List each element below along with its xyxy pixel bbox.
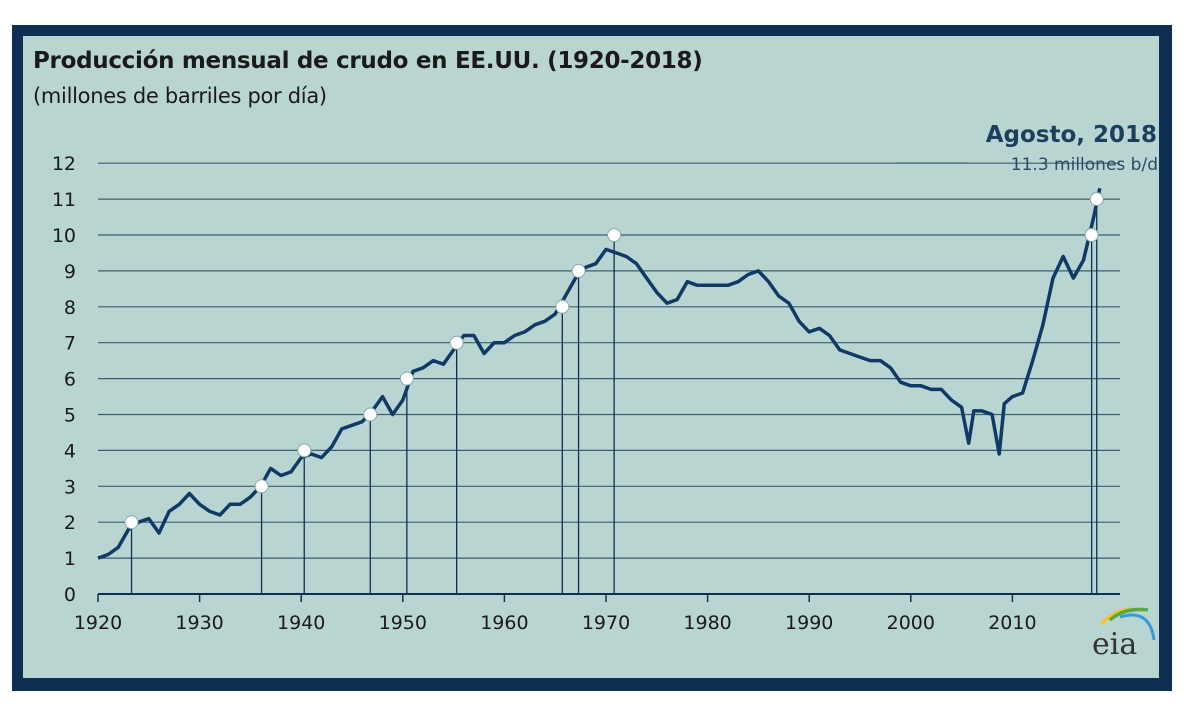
milestone-point <box>607 228 622 242</box>
eia-logo: eia <box>1092 607 1156 662</box>
y-tick-label: 9 <box>64 261 76 283</box>
milestone-point <box>124 515 139 530</box>
milestone-point <box>1089 192 1104 207</box>
milestone-point <box>297 443 312 458</box>
x-tick-label: 1940 <box>277 612 325 634</box>
x-tick-label: 1970 <box>582 612 630 634</box>
y-tick-label: 3 <box>64 476 76 498</box>
milestone-point <box>363 407 378 422</box>
chart-frame <box>12 25 1172 691</box>
milestone-point <box>1084 228 1099 242</box>
x-tick-label: 1930 <box>175 612 223 634</box>
y-tick-label: 11 <box>52 189 76 211</box>
chart-panel <box>23 36 1159 678</box>
production-line <box>97 187 1102 560</box>
y-tick-label: 8 <box>64 297 76 319</box>
milestone-point <box>254 479 269 494</box>
x-tick-label: 1960 <box>480 612 528 634</box>
y-tick-label: 4 <box>64 440 76 462</box>
annotation-title: Agosto, 2018 <box>986 122 1157 148</box>
x-tick-label: 2000 <box>887 612 935 634</box>
y-tick-label: 2 <box>64 512 76 534</box>
x-tick-label: 1920 <box>74 612 122 634</box>
y-tick-label: 6 <box>64 369 76 391</box>
svg-text:eia: eia <box>1092 627 1137 662</box>
y-tick-label: 12 <box>52 153 76 175</box>
x-tick-label: 1950 <box>379 612 427 634</box>
x-tick-label: 1980 <box>683 612 731 634</box>
chart-subtitle: (millones de barriles por día) <box>33 84 327 108</box>
x-tick-label: 1990 <box>785 612 833 634</box>
chart-title: Producción mensual de crudo en EE.UU. (1… <box>33 48 703 74</box>
y-tick-label: 1 <box>64 548 76 570</box>
milestone-point <box>399 371 414 386</box>
y-tick-label: 10 <box>52 225 76 247</box>
milestone-point <box>571 263 586 278</box>
y-tick-label: 0 <box>64 584 76 606</box>
x-tick-label: 2010 <box>988 612 1036 634</box>
milestone-point <box>449 335 464 350</box>
y-tick-label: 5 <box>64 405 76 427</box>
annotation-value: 11.3 millones b/d <box>1011 155 1158 175</box>
y-tick-label: 7 <box>64 333 76 355</box>
milestone-point <box>555 299 570 314</box>
